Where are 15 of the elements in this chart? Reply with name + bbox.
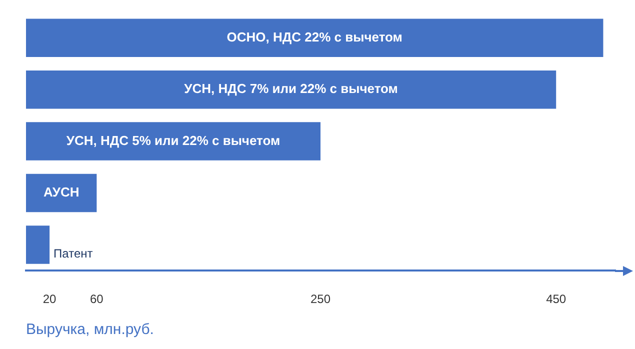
y-tick-label: ОСНО, НДС 22% с вычетом xyxy=(226,29,402,44)
bar xyxy=(26,174,97,212)
bar xyxy=(26,226,50,264)
bar xyxy=(26,122,320,160)
bar xyxy=(26,70,556,109)
y-tick-label: УСН, НДС 7% или 22% с вычетом xyxy=(184,81,398,96)
x-tick-label: 450 xyxy=(546,292,566,306)
x-tick-label: 60 xyxy=(90,292,104,306)
x-tick-label: 20 xyxy=(42,292,57,306)
x-tick-label: 250 xyxy=(310,292,331,306)
y-tick-label: Патент xyxy=(54,246,94,261)
y-tick-label: АУСН xyxy=(43,184,80,200)
bar xyxy=(26,18,604,57)
y-tick-label: УСН, НДС 5% или 22% с вычетом xyxy=(66,132,280,148)
x-axis-title: Выручка, млн.руб. xyxy=(26,321,154,338)
